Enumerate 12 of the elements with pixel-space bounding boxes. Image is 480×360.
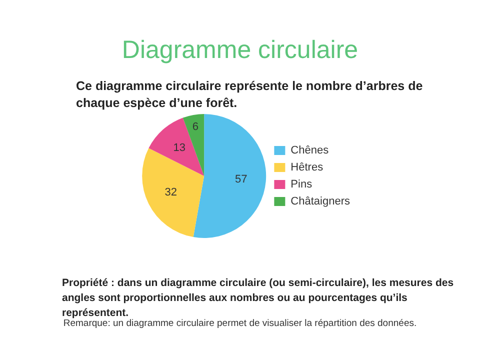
legend-label: Pins: [290, 178, 313, 191]
text: Remarque: un diagramme circulaire permet de visualiser la répartition des données.: [63, 318, 418, 329]
legend-label: Chênes: [290, 144, 330, 157]
data-label: 13: [173, 142, 186, 154]
data-label: 6: [192, 121, 199, 134]
legend-label: Hêtres: [290, 162, 324, 174]
chart-title: Diagramme circulaire: [120, 36, 360, 65]
data-label: 57: [235, 173, 248, 186]
data-label: 32: [164, 186, 177, 199]
chart-subtitle: Ce diagramme circulaire représente le nombre d’arbres de chaque espèce d’une forêt.: [76, 78, 424, 112]
legend-label: Châtaigners: [290, 196, 350, 208]
text: Propriété : dans un diagramme circulaire (ou semi-circulaire), les mesures des angles sont proportionnelles aux nombres ou au pourcentages qu’ils représentent.: [62, 276, 455, 319]
